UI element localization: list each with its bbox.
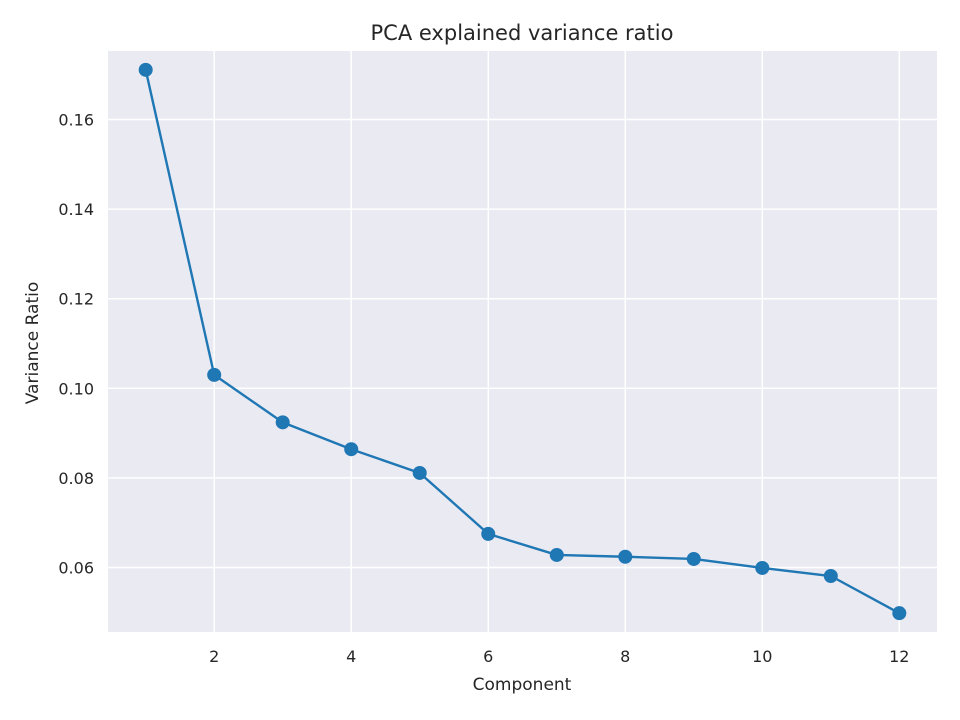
grid-lines <box>108 51 937 632</box>
plot-area <box>108 51 937 632</box>
data-point <box>823 569 838 584</box>
data-point <box>755 560 770 575</box>
data-point <box>892 606 907 621</box>
data-point <box>686 551 701 566</box>
x-tick-label: 2 <box>209 647 219 666</box>
data-point <box>412 465 427 480</box>
x-tick-label: 8 <box>620 647 630 666</box>
data-point <box>207 367 222 382</box>
y-tick-label: 0.14 <box>58 200 94 219</box>
x-axis-label: Component <box>473 675 572 695</box>
x-tick-label: 12 <box>889 647 909 666</box>
data-point-layer <box>138 62 907 621</box>
y-axis-ticks: 0.06 0.08 0.10 0.12 0.14 0.16 <box>58 111 94 578</box>
data-point <box>549 547 564 562</box>
y-axis-label: Variance Ratio <box>23 282 43 405</box>
x-tick-label: 10 <box>752 647 772 666</box>
y-tick-label: 0.08 <box>58 469 94 488</box>
x-axis-ticks: 2 4 6 8 10 12 <box>209 647 909 666</box>
chart-title: PCA explained variance ratio <box>371 21 674 45</box>
data-point <box>481 526 496 541</box>
y-tick-label: 0.16 <box>58 111 94 130</box>
y-tick-label: 0.10 <box>58 379 94 398</box>
x-tick-label: 4 <box>346 647 356 666</box>
y-tick-label: 0.06 <box>58 558 94 577</box>
series-line <box>144 68 901 615</box>
data-point <box>618 549 633 564</box>
series-line-layer <box>144 68 901 615</box>
data-point <box>138 62 153 77</box>
data-point <box>275 415 290 430</box>
data-point <box>344 442 359 457</box>
x-tick-label: 6 <box>483 647 493 666</box>
y-tick-label: 0.12 <box>58 290 94 309</box>
